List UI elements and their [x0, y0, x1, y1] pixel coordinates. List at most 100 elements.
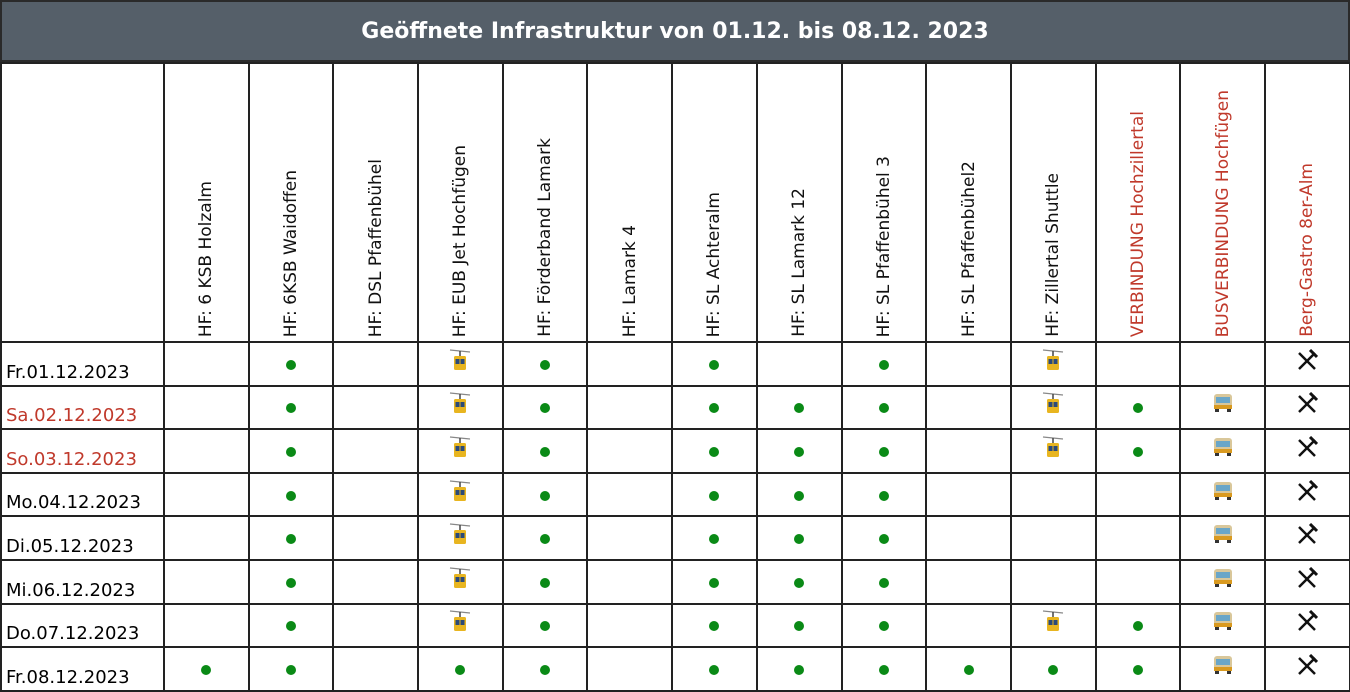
- status-cell: [840, 515, 928, 561]
- status-cell: [417, 515, 504, 561]
- status-cell: [1094, 558, 1182, 605]
- open-dot-icon: [1132, 621, 1143, 632]
- status-cell: [755, 602, 843, 649]
- status-cell: [1263, 471, 1350, 518]
- bus-icon: [1212, 655, 1234, 677]
- status-cell: [671, 602, 758, 649]
- status-cell: [586, 646, 674, 692]
- fork-knife-icon: [1296, 392, 1319, 416]
- status-cell: [1009, 471, 1097, 518]
- column-header-label: HF: 6KSB Waidoffen: [281, 169, 302, 337]
- status-cell: [586, 515, 674, 561]
- open-dot-icon: [794, 534, 805, 545]
- open-dot-icon: [709, 403, 720, 414]
- status-cell: [247, 646, 335, 692]
- status-cell: [671, 428, 758, 474]
- status-cell: [925, 602, 1012, 649]
- open-dot-icon: [540, 664, 551, 675]
- open-dot-icon: [709, 359, 720, 370]
- status-cell: [1009, 515, 1097, 561]
- status-cell: [1179, 602, 1266, 649]
- open-dot-icon: [455, 664, 466, 675]
- fork-knife-icon: [1296, 610, 1319, 634]
- status-cell: [755, 558, 843, 605]
- open-dot-icon: [540, 446, 551, 457]
- column-header: HF: 6KSB Waidoffen: [247, 62, 335, 343]
- column-header-label: VERBINDUNG Hochzillertal: [1127, 110, 1148, 337]
- status-cell: [332, 646, 420, 692]
- open-dot-icon: [878, 359, 889, 370]
- status-cell: [1094, 341, 1182, 387]
- status-cell: [247, 471, 335, 518]
- bus-icon: [1212, 525, 1234, 547]
- status-cell: [1009, 646, 1097, 692]
- status-cell: [925, 384, 1012, 431]
- column-header: HF: SL Pfaffenbühel2: [925, 62, 1012, 343]
- open-dot-icon: [286, 664, 297, 675]
- status-cell: [417, 646, 504, 692]
- gondola-icon: [449, 567, 471, 590]
- open-dot-icon: [963, 664, 974, 675]
- status-cell: [586, 341, 674, 387]
- status-cell: [247, 428, 335, 474]
- status-cell: [163, 515, 250, 561]
- column-header: HF: EUB Jet Hochfügen: [417, 62, 504, 343]
- status-cell: [1179, 341, 1266, 387]
- status-cell: [755, 515, 843, 561]
- status-cell: [755, 341, 843, 387]
- open-dot-icon: [201, 664, 212, 675]
- fork-knife-icon: [1296, 523, 1319, 547]
- status-cell: [332, 341, 420, 387]
- status-cell: [332, 384, 420, 431]
- open-dot-icon: [286, 490, 297, 501]
- status-cell: [586, 471, 674, 518]
- status-cell: [925, 341, 1012, 387]
- status-cell: [501, 384, 589, 431]
- status-cell: [1179, 428, 1266, 474]
- status-cell: [1263, 558, 1350, 605]
- status-cell: [247, 558, 335, 605]
- gondola-icon: [449, 392, 471, 416]
- status-cell: [332, 515, 420, 561]
- status-cell: [1009, 384, 1097, 431]
- open-dot-icon: [878, 490, 889, 501]
- status-cell: [247, 341, 335, 387]
- status-cell: [925, 558, 1012, 605]
- status-cell: [1094, 384, 1182, 431]
- status-cell: [1009, 341, 1097, 387]
- bus-icon: [1212, 481, 1234, 503]
- status-cell: [840, 428, 928, 474]
- status-cell: [417, 602, 504, 649]
- status-cell: [501, 646, 589, 692]
- status-cell: [332, 471, 420, 518]
- open-dot-icon: [878, 534, 889, 545]
- status-cell: [1009, 602, 1097, 649]
- open-dot-icon: [286, 621, 297, 632]
- column-header: VERBINDUNG Hochzillertal: [1094, 62, 1182, 343]
- status-cell: [332, 428, 420, 474]
- open-dot-icon: [709, 621, 720, 632]
- status-cell: [417, 384, 504, 431]
- open-dot-icon: [286, 534, 297, 545]
- column-header-label: HF: SL Pfaffenbühel2: [958, 161, 979, 337]
- table-row: Sa.02.12.2023: [0, 384, 1350, 431]
- date-cell: Fr.01.12.2023: [0, 341, 165, 387]
- status-cell: [925, 646, 1012, 692]
- corner-cell: [0, 62, 165, 343]
- table-row: Fr.01.12.2023: [0, 341, 1350, 387]
- status-cell: [247, 384, 335, 431]
- open-dot-icon: [540, 621, 551, 632]
- status-cell: [1179, 515, 1266, 561]
- open-dot-icon: [709, 446, 720, 457]
- open-dot-icon: [709, 490, 720, 501]
- fork-knife-icon: [1296, 653, 1319, 677]
- open-dot-icon: [709, 534, 720, 545]
- open-dot-icon: [286, 577, 297, 588]
- open-dot-icon: [794, 403, 805, 414]
- date-cell: So.03.12.2023: [0, 428, 165, 474]
- date-cell: Di.05.12.2023: [0, 515, 165, 561]
- bus-icon: [1212, 437, 1234, 459]
- column-header-label: HF: SL Achteralm: [704, 191, 725, 337]
- status-cell: [163, 428, 250, 474]
- date-cell: Mi.06.12.2023: [0, 558, 165, 605]
